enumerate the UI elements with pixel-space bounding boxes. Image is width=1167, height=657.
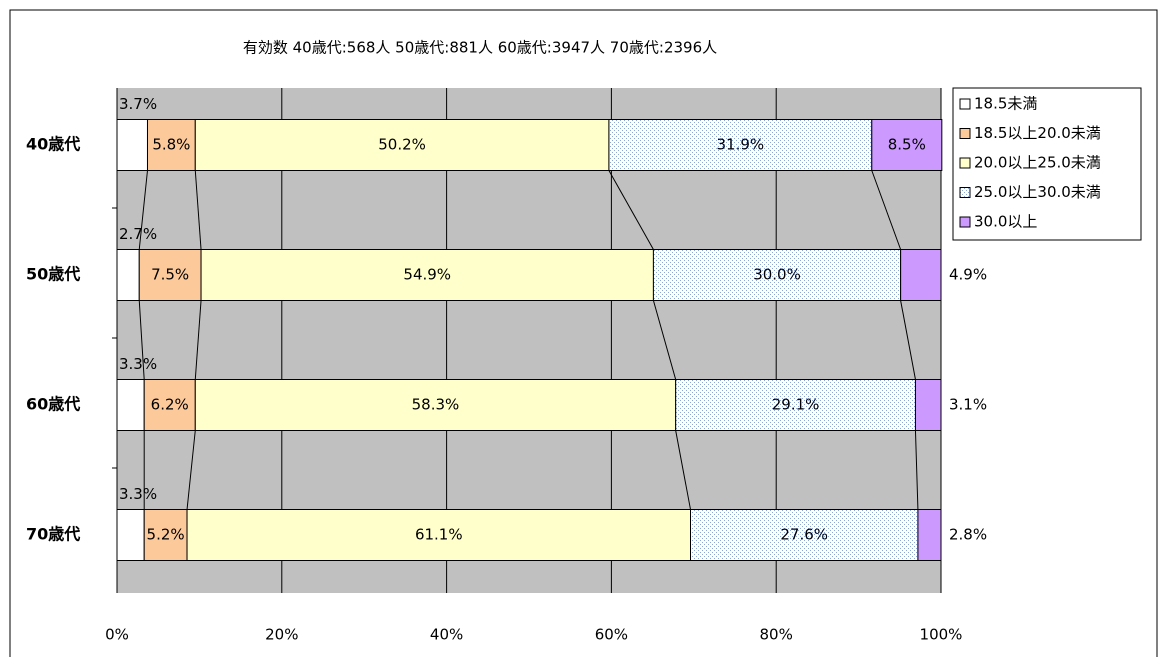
x-tick-label: 40% xyxy=(430,626,463,644)
category-label: 40歳代 xyxy=(26,135,80,154)
x-tick-label: 20% xyxy=(265,626,298,644)
bar-segment xyxy=(116,509,145,561)
series-line xyxy=(194,300,202,380)
legend-marker xyxy=(959,128,971,139)
value-label: 3.1% xyxy=(949,396,987,414)
bar-segment xyxy=(138,249,202,301)
series-line xyxy=(900,300,916,380)
legend-marker xyxy=(959,157,971,169)
value-label: 29.1% xyxy=(772,396,820,414)
bar-segment xyxy=(116,379,145,431)
x-tick-label: 60% xyxy=(595,626,628,644)
value-label: 31.9% xyxy=(717,136,765,154)
bar-segment xyxy=(143,509,188,561)
bar-segment xyxy=(186,509,692,561)
x-tick-label: 80% xyxy=(760,626,793,644)
bar-segment xyxy=(652,249,902,301)
value-label: 61.1% xyxy=(415,526,463,544)
bar-segment xyxy=(116,119,148,171)
series-line xyxy=(138,300,145,380)
category-label: 50歳代 xyxy=(26,265,80,284)
value-label: 50.2% xyxy=(378,136,426,154)
category-label: 60歳代 xyxy=(26,395,80,414)
series-line xyxy=(608,170,654,250)
value-label: 3.3% xyxy=(119,355,157,373)
bar-segment xyxy=(194,379,677,431)
bar-segment xyxy=(200,249,654,301)
legend-marker xyxy=(959,187,971,198)
bar-segment xyxy=(194,119,610,171)
value-label: 30.0% xyxy=(753,266,801,284)
value-label: 5.2% xyxy=(147,526,185,544)
series-line xyxy=(652,300,677,380)
value-label: 6.2% xyxy=(151,396,189,414)
value-label: 27.6% xyxy=(780,526,828,544)
x-tick-label: 100% xyxy=(920,626,963,644)
bar-segment xyxy=(675,379,916,431)
value-label: 8.5% xyxy=(888,136,926,154)
value-label: 3.3% xyxy=(119,485,157,503)
plot-area xyxy=(117,88,941,593)
frame xyxy=(9,9,1158,657)
series-line xyxy=(914,430,919,510)
bar-segment xyxy=(900,249,942,301)
value-label: 7.5% xyxy=(151,266,189,284)
x-tick-label: 0% xyxy=(105,626,129,644)
bar-segment xyxy=(917,509,942,561)
legend-label: 20.0以上25.0未満 xyxy=(974,154,1101,172)
value-label: 4.9% xyxy=(949,266,987,284)
legend-label: 18.5以上20.0未満 xyxy=(974,124,1101,142)
value-label: 3.7% xyxy=(119,95,157,113)
legend-label: 25.0以上30.0未満 xyxy=(974,183,1101,201)
series-line xyxy=(186,430,196,510)
legend-label: 18.5未満 xyxy=(974,95,1037,113)
category-label: 70歳代 xyxy=(26,525,80,544)
bar-segment xyxy=(914,379,942,431)
series-line xyxy=(138,170,148,250)
legend-marker xyxy=(959,216,971,228)
bar-segment xyxy=(871,119,943,171)
value-label: 58.3% xyxy=(412,396,460,414)
legend-marker xyxy=(959,98,971,110)
series-line xyxy=(194,170,202,250)
bar-segment xyxy=(690,509,919,561)
value-label: 5.8% xyxy=(152,136,190,154)
legend-label: 30.0以上 xyxy=(974,213,1037,231)
chart-title: 有効数 40歳代:568人 50歳代:881人 60歳代:3947人 70歳代:… xyxy=(243,39,717,57)
value-label: 2.7% xyxy=(119,225,157,243)
series-line xyxy=(871,170,902,250)
value-label: 2.8% xyxy=(949,526,987,544)
legend xyxy=(952,87,1142,241)
bar-segment xyxy=(116,249,140,301)
series-line xyxy=(675,430,691,510)
value-label: 54.9% xyxy=(403,266,451,284)
